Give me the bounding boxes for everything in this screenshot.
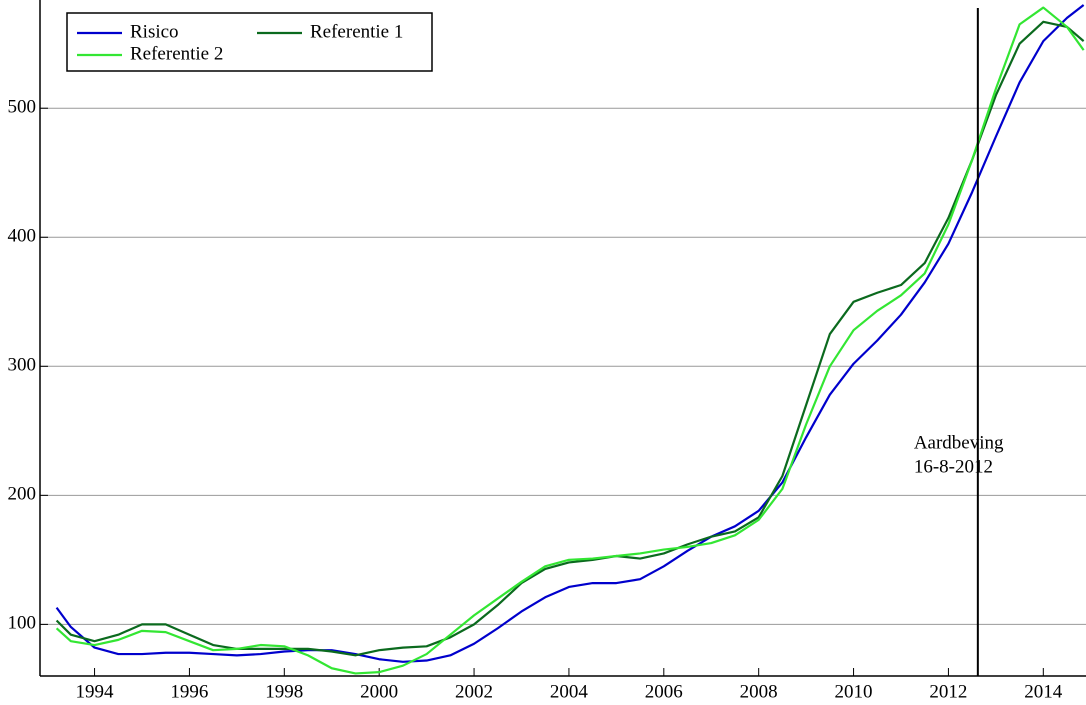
x-tick-label: 2006 bbox=[645, 681, 683, 702]
legend-label: Referentie 1 bbox=[310, 21, 403, 42]
x-tick-label: 2004 bbox=[550, 681, 589, 702]
x-tick-label: 2012 bbox=[929, 681, 967, 702]
series-line bbox=[55, 20, 1085, 657]
y-tick-label: 300 bbox=[8, 355, 37, 376]
y-tick-label: 200 bbox=[8, 484, 37, 505]
x-tick-label: 1998 bbox=[265, 681, 303, 702]
legend-box bbox=[66, 12, 433, 72]
x-tick-label: 2010 bbox=[835, 681, 873, 702]
y-tick-label: 100 bbox=[8, 613, 37, 634]
x-tick-label: 2000 bbox=[360, 681, 398, 702]
series-line bbox=[55, 4, 1085, 663]
legend-label: Risico bbox=[130, 21, 179, 42]
x-tick-label: 2014 bbox=[1024, 681, 1063, 702]
x-tick-label: 2008 bbox=[740, 681, 778, 702]
series-line bbox=[55, 6, 1085, 675]
x-tick-label: 2002 bbox=[455, 681, 493, 702]
x-tick-label: 1996 bbox=[170, 681, 208, 702]
x-tick-label: 1994 bbox=[76, 681, 115, 702]
annotation-text: Aardbeving bbox=[914, 432, 1004, 453]
y-tick-label: 500 bbox=[8, 97, 37, 118]
y-tick-label: 400 bbox=[8, 226, 37, 247]
legend-label: Referentie 2 bbox=[130, 43, 223, 64]
annotation-text: 16-8-2012 bbox=[914, 456, 993, 477]
